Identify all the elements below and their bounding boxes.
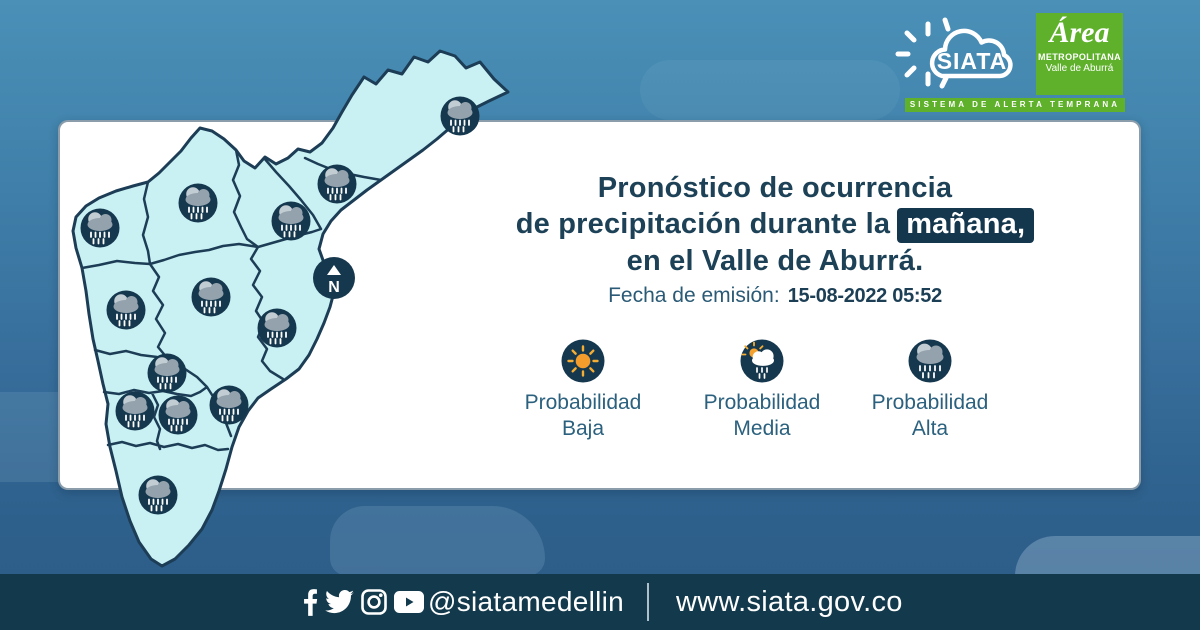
forecast-markers-layer <box>80 96 480 515</box>
compass-north-indicator: N <box>313 257 355 299</box>
municipality-forecast-marker-alta <box>158 395 198 435</box>
emission-date-label: Fecha de emisión: <box>608 284 780 307</box>
title-line-2-prefix: de precipitación durante la <box>515 208 891 240</box>
legend-label-line1: Probabilidad <box>871 391 989 414</box>
facebook-icon[interactable] <box>303 588 318 616</box>
website-url[interactable]: www.siata.gov.co <box>676 585 903 618</box>
area-valle-text: Valle de Aburrá <box>1045 63 1114 74</box>
legend-label-line2: Media <box>733 417 791 440</box>
municipality-forecast-marker-alta <box>271 201 311 241</box>
area-metropolitana-text: METROPOLITANA <box>1037 52 1122 62</box>
siata-wordmark: SIATA <box>937 48 1008 74</box>
legend-label-line1: Probabilidad <box>524 391 642 414</box>
sun-icon <box>561 339 605 383</box>
emission-date-value: 15-08-2022 05:52 <box>787 285 943 307</box>
page-title: Pronóstico de ocurrencia de precipitació… <box>455 170 1095 279</box>
area-script-text: Área <box>1049 16 1110 49</box>
siata-tagline-strip: SISTEMA DE ALERTA TEMPRANA <box>905 98 1125 112</box>
sun-rays-icon <box>895 17 951 89</box>
municipality-forecast-marker-alta <box>138 475 178 515</box>
legend-item-probabilidad-media: Probabilidad Media <box>672 338 852 442</box>
municipality-forecast-marker-alta <box>80 208 120 248</box>
rain-cloud-icon <box>908 339 952 383</box>
municipality-forecast-marker-alta <box>191 277 231 317</box>
legend-label-line2: Alta <box>911 417 949 440</box>
municipality-forecast-marker-alta <box>147 353 187 393</box>
municipality-forecast-marker-alta <box>209 385 249 425</box>
emission-date-row: Fecha de emisión: 15-08-2022 05:52 <box>455 284 1095 308</box>
legend-label-line2: Baja <box>561 417 605 440</box>
municipality-forecast-marker-alta <box>178 183 218 223</box>
twitter-icon[interactable] <box>325 589 354 615</box>
cloud-outline-icon <box>929 28 1013 79</box>
municipality-forecast-marker-alta <box>440 96 480 136</box>
municipality-forecast-marker-alta <box>115 391 155 431</box>
title-line-1: Pronóstico de ocurrencia <box>597 172 953 204</box>
municipality-forecast-marker-alta <box>257 308 297 348</box>
siata-logo: SIATA <box>895 17 1013 89</box>
title-line-3: en el Valle de Aburrá. <box>626 245 924 277</box>
aburra-valley-map: N <box>71 49 510 568</box>
footer-divider <box>647 583 649 621</box>
sun-rain-icon <box>740 339 784 383</box>
municipality-forecast-marker-alta <box>317 164 357 204</box>
legend-item-probabilidad-alta: Probabilidad Alta <box>840 338 1020 442</box>
footer-bar: @siatamedellin www.siata.gov.co <box>0 574 1200 630</box>
social-handle[interactable]: @siatamedellin <box>428 586 625 617</box>
legend-label-line1: Probabilidad <box>703 391 821 414</box>
youtube-icon[interactable] <box>394 591 424 613</box>
area-metropolitana-logo: Área METROPOLITANA Valle de Aburrá <box>1036 13 1123 95</box>
municipality-forecast-marker-alta <box>106 290 146 330</box>
social-icons-group <box>303 574 424 630</box>
title-highlight-manana: mañana, <box>897 208 1035 243</box>
instagram-icon[interactable] <box>361 589 387 615</box>
legend-item-probabilidad-baja: Probabilidad Baja <box>493 338 673 442</box>
title-line-2: de precipitación durante la mañana, <box>455 206 1095 243</box>
background-cloud-shape <box>640 60 900 120</box>
municipalities-landmass <box>71 49 510 568</box>
compass-label: N <box>328 279 340 296</box>
